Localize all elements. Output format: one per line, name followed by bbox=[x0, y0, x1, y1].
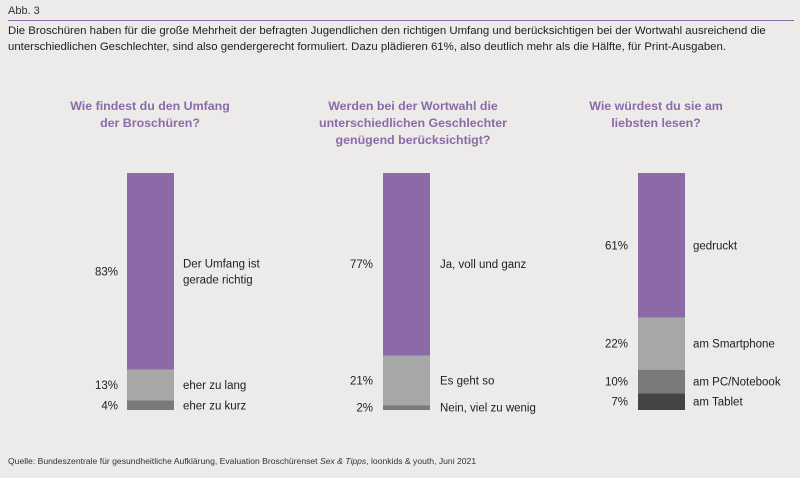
chart-3-segment-3 bbox=[638, 369, 685, 394]
figure-label: Abb. 3 bbox=[8, 5, 40, 17]
chart-1-value-label-3: 4% bbox=[101, 400, 118, 412]
source-italic: Sex & Tipps bbox=[319, 456, 367, 466]
chart-1-category-label-2: eher zu lang bbox=[183, 380, 246, 392]
chart-2-category-label-1: Ja, voll und ganz bbox=[440, 259, 527, 271]
source-prefix: Quelle: Bundeszentrale für gesundheitlic… bbox=[8, 456, 320, 466]
chart-3-value-label-1: 61% bbox=[605, 240, 628, 252]
chart-2-category-label-3: Nein, viel zu wenig bbox=[440, 403, 536, 415]
chart-3-category-label-4: am Tablet bbox=[693, 397, 743, 409]
chart-3-value-label-2: 22% bbox=[605, 339, 628, 351]
chart-2-title: Werden bei der Wortwahl die unterschiedl… bbox=[319, 99, 507, 147]
chart-3-segment-1 bbox=[638, 173, 685, 318]
chart-1-value-label-1: 83% bbox=[95, 266, 118, 278]
chart-3-value-label-3: 10% bbox=[605, 377, 628, 389]
chart-1-segment-3 bbox=[127, 400, 174, 410]
chart-2-segment-2 bbox=[383, 355, 430, 406]
chart-2-category-label-2: Es geht so bbox=[440, 375, 494, 387]
chart-1-title: Wie findest du den Umfang der Broschüren… bbox=[70, 99, 230, 130]
header-rule bbox=[8, 20, 794, 21]
chart-2-segment-3 bbox=[383, 405, 430, 410]
intro-text: Die Broschüren haben für die große Mehrh… bbox=[8, 25, 766, 53]
chart-3-segment-4 bbox=[638, 393, 685, 410]
chart-3-value-label-4: 7% bbox=[611, 397, 628, 409]
chart-1-category-label-1: Der Umfang ist gerade richtig bbox=[183, 258, 260, 286]
chart-3-category-label-1: gedruckt bbox=[693, 240, 738, 252]
chart-1-segment-2 bbox=[127, 369, 174, 401]
chart-3-segment-2 bbox=[638, 317, 685, 370]
chart-2-value-label-1: 77% bbox=[350, 259, 373, 271]
chart-1-segment-1 bbox=[127, 173, 174, 370]
chart-2-value-label-2: 21% bbox=[350, 375, 373, 387]
chart-3-category-label-2: am Smartphone bbox=[693, 339, 775, 351]
chart-2-segment-1 bbox=[383, 173, 430, 356]
source-suffix: , loonkids & youth, Juni 2021 bbox=[366, 456, 477, 466]
chart-3-category-label-3: am PC/Notebook bbox=[693, 377, 781, 389]
chart-3-title: Wie würdest du sie am liebsten lesen? bbox=[589, 99, 723, 130]
chart-1-category-label-3: eher zu kurz bbox=[183, 400, 247, 412]
chart-2-value-label-3: 2% bbox=[356, 403, 373, 415]
source-note: Quelle: Bundeszentrale für gesundheitlic… bbox=[8, 456, 476, 466]
chart-1-value-label-2: 13% bbox=[95, 380, 118, 392]
